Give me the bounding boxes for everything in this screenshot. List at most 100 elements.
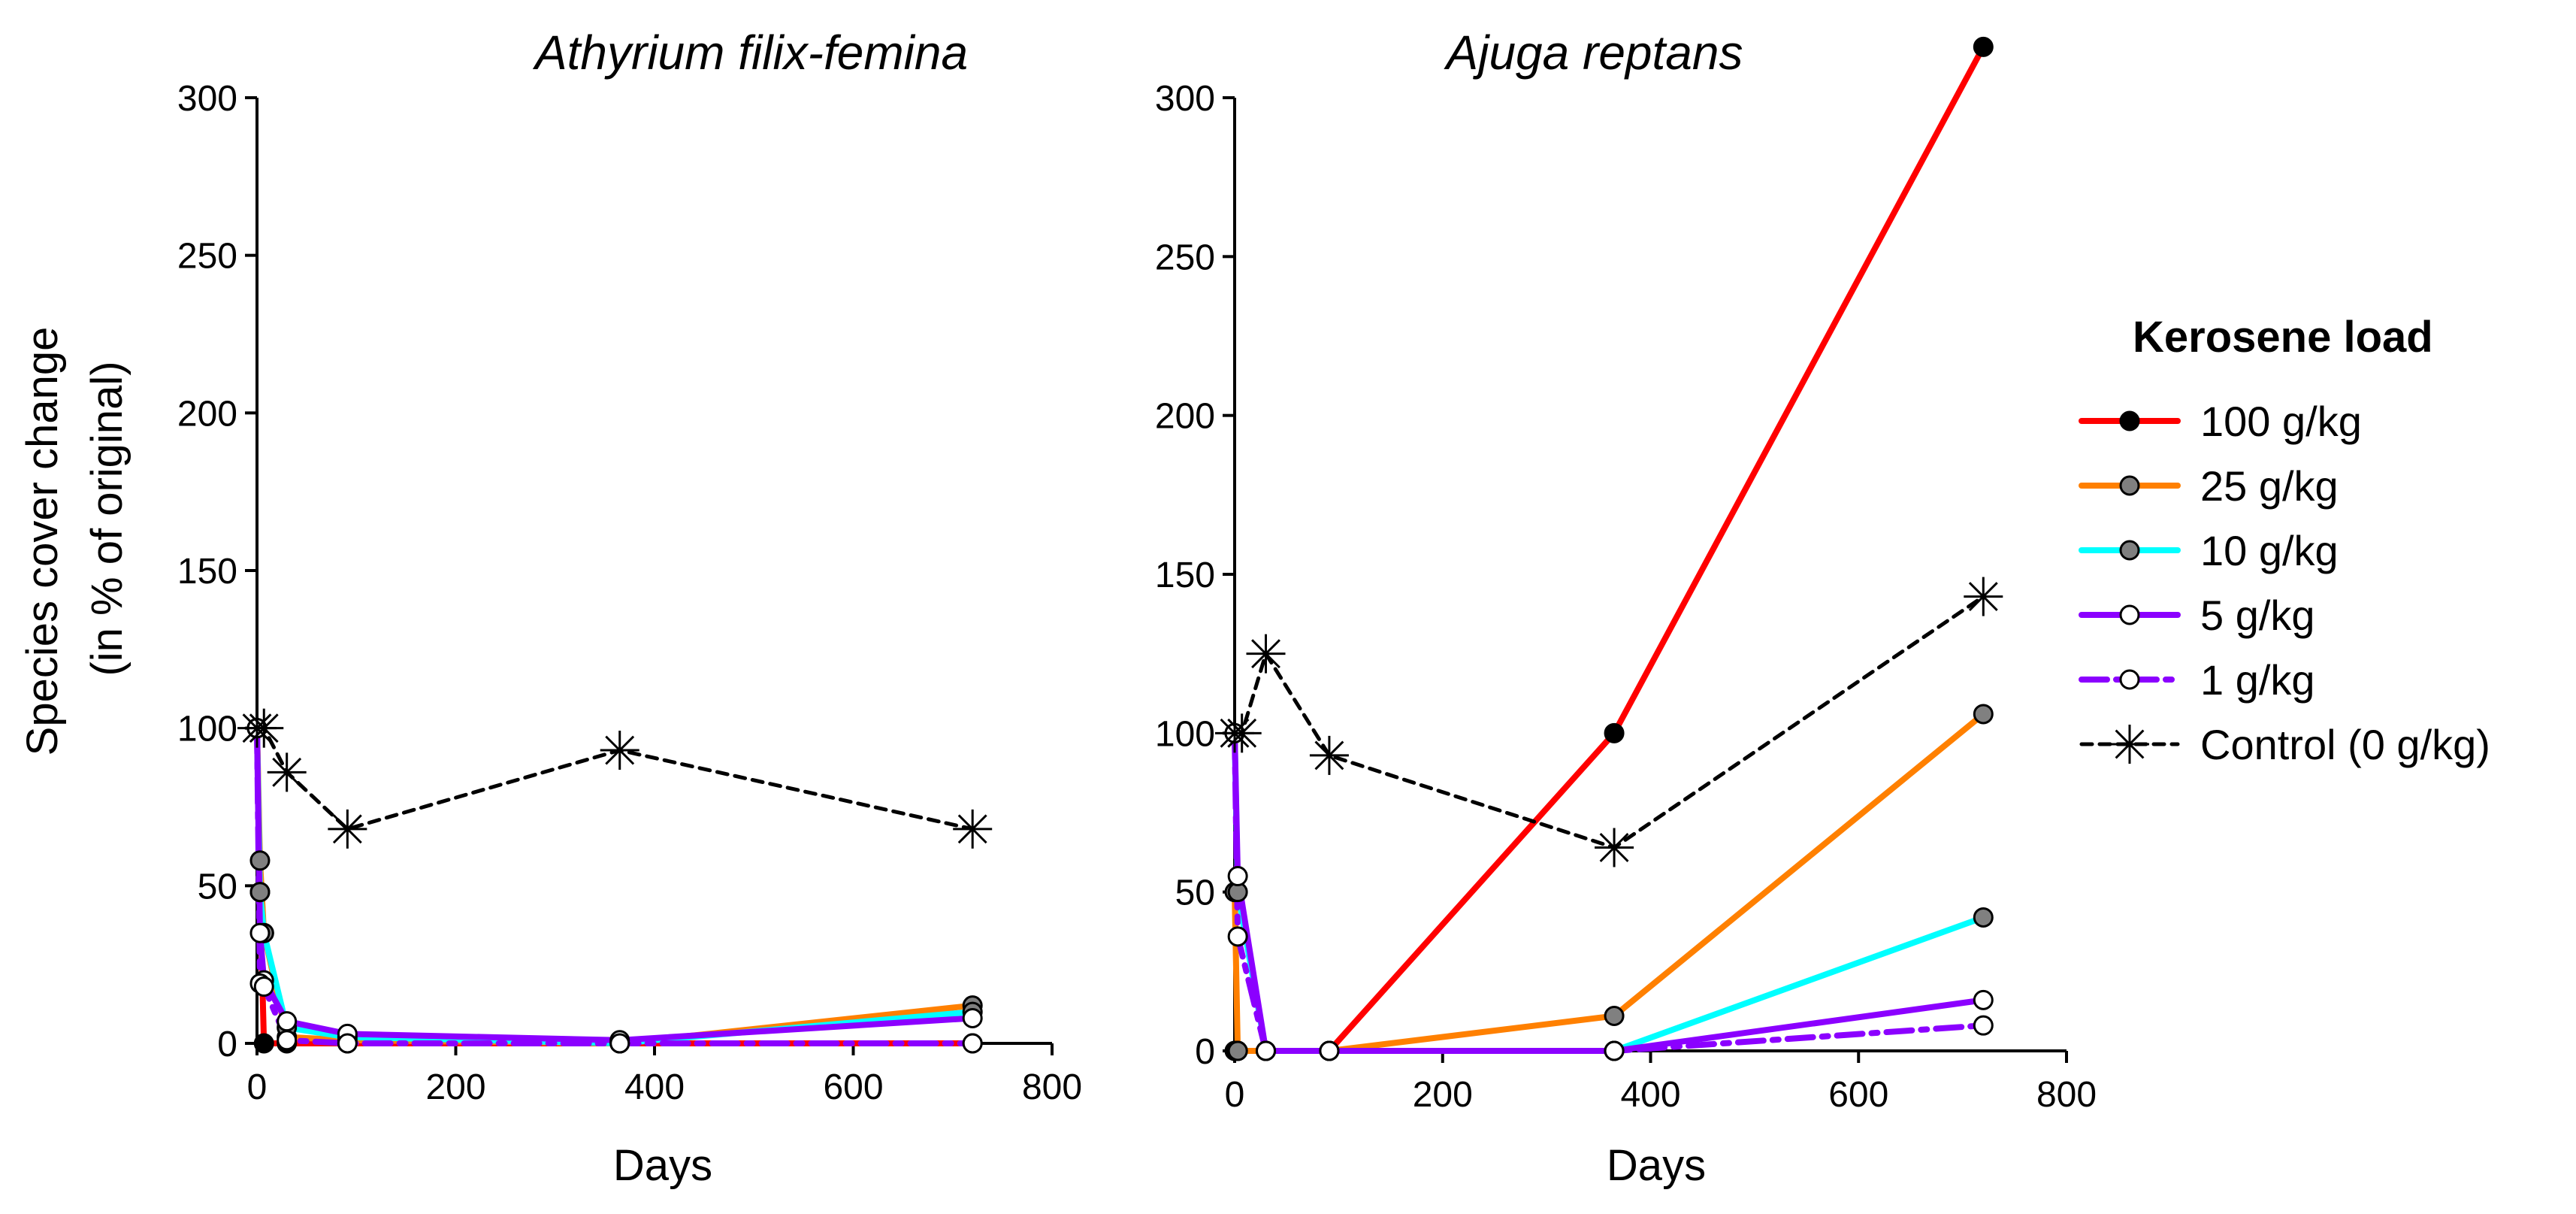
data-point — [1227, 866, 1248, 887]
panel1-y-label-units: (in % of original) — [83, 361, 132, 676]
legend-marker — [2119, 669, 2140, 690]
series-line — [255, 726, 975, 831]
legend-item: 100 g/kg — [2079, 398, 2362, 445]
data-point — [1256, 1040, 1277, 1061]
data-point — [600, 731, 639, 770]
x-tick-label: 200 — [425, 1067, 485, 1107]
legend-marker — [2110, 725, 2149, 764]
series-line — [1232, 595, 1985, 849]
panel2-title: Ajuga reptans — [1444, 26, 1743, 80]
data-point — [1973, 704, 1994, 725]
data-point — [277, 1011, 298, 1032]
data-point — [267, 752, 307, 792]
y-tick-label: 200 — [1155, 397, 1215, 437]
data-point — [1973, 989, 1994, 1010]
data-point — [1973, 1015, 1994, 1036]
data-point — [249, 850, 271, 871]
x-tick-label: 800 — [1022, 1067, 1082, 1107]
data-point — [249, 882, 271, 903]
panel1-x-label: Days — [613, 1141, 712, 1190]
series-line — [1232, 44, 1987, 1054]
y-tick-label: 250 — [177, 237, 237, 277]
data-point — [253, 1033, 274, 1054]
legend-marker — [2119, 475, 2140, 496]
y-tick-label: 50 — [1175, 873, 1215, 913]
data-point — [1227, 1040, 1248, 1061]
series-line — [254, 725, 976, 1046]
x-tick-label: 0 — [247, 1067, 268, 1107]
legend-item: 1 g/kg — [2079, 656, 2315, 704]
series-line — [1232, 730, 1987, 1054]
data-point — [1595, 828, 1634, 867]
y-tick-label: 100 — [177, 710, 237, 749]
series-line — [1232, 710, 1987, 1054]
data-point — [1246, 634, 1286, 674]
panel1-title: Athyrium filix-femina — [532, 26, 968, 80]
data-point — [1309, 735, 1349, 775]
data-point — [962, 1033, 983, 1054]
data-point — [609, 1033, 630, 1054]
y-tick-label: 250 — [1155, 238, 1215, 277]
legend-items: 100 g/kg 25 g/kg 10 g/kg 5 g/kg 1 g/kg Contro… — [2079, 398, 2490, 768]
y-tick-label: 150 — [177, 552, 237, 592]
x-tick-label: 400 — [1620, 1075, 1680, 1115]
legend-label: 1 g/kg — [2200, 656, 2315, 704]
y-tick-label: 50 — [198, 867, 237, 907]
y-tick-label: 0 — [217, 1025, 237, 1064]
y-tick-label: 0 — [1195, 1032, 1215, 1072]
data-point — [1973, 36, 1994, 57]
series-line — [1232, 730, 1987, 1054]
data-point — [328, 809, 367, 849]
data-point — [1604, 1006, 1625, 1027]
series-line — [254, 725, 976, 1046]
legend-marker — [2119, 540, 2140, 561]
x-tick-label: 600 — [1828, 1075, 1888, 1115]
data-point — [962, 1007, 983, 1028]
panel1-y-label: Species cover change — [18, 327, 67, 756]
data-point — [1604, 722, 1625, 743]
legend-item: 5 g/kg — [2079, 592, 2315, 639]
legend-item: Control (0 g/kg) — [2079, 721, 2490, 768]
data-point — [253, 976, 274, 998]
x-tick-label: 400 — [624, 1067, 685, 1107]
x-tick-label: 0 — [1225, 1075, 1245, 1115]
legend-label: Control (0 g/kg) — [2200, 721, 2490, 768]
data-point — [337, 1033, 358, 1054]
legend-label: 25 g/kg — [2200, 462, 2339, 510]
data-point — [1604, 1040, 1625, 1061]
x-tick-label: 200 — [1413, 1075, 1473, 1115]
x-tick-label: 800 — [2036, 1075, 2097, 1115]
series-line — [1232, 730, 1987, 1054]
panel2-axes: 0 50 100 150 200 250 300 0 200 400 600 800 — [1155, 79, 2097, 1115]
legend-item: 25 g/kg — [2079, 462, 2339, 510]
y-tick-label: 150 — [1155, 556, 1215, 595]
panel1-axes: 0 50 100 150 200 250 300 0 200 400 600 800 — [177, 79, 1082, 1107]
data-point — [244, 708, 284, 748]
y-tick-label: 300 — [177, 79, 237, 119]
data-point — [1973, 907, 1994, 928]
series-line — [254, 725, 976, 1043]
legend-title: Kerosene load — [2133, 313, 2433, 362]
y-tick-label: 100 — [1155, 714, 1215, 754]
series-line — [254, 725, 976, 1046]
x-tick-label: 600 — [823, 1067, 883, 1107]
panel2-series — [1215, 36, 2003, 1061]
data-point — [1964, 577, 2003, 616]
data-point — [953, 809, 993, 849]
data-point — [1319, 1040, 1340, 1061]
panel2-x-label: Days — [1607, 1141, 1706, 1190]
legend-marker — [2119, 410, 2140, 431]
y-tick-label: 200 — [177, 394, 237, 434]
legend-marker — [2119, 604, 2140, 625]
legend-label: 10 g/kg — [2200, 527, 2339, 574]
legend-label: 100 g/kg — [2200, 398, 2362, 445]
y-tick-label: 300 — [1155, 79, 1215, 119]
data-point — [1227, 926, 1248, 947]
legend: Kerosene load 100 g/kg 25 g/kg 10 g/kg 5 g/… — [2079, 313, 2490, 768]
data-point — [277, 1030, 298, 1051]
series-line — [254, 725, 976, 1046]
legend-label: 5 g/kg — [2200, 592, 2315, 639]
panel1-series — [237, 708, 993, 1054]
data-point — [1222, 713, 1262, 753]
